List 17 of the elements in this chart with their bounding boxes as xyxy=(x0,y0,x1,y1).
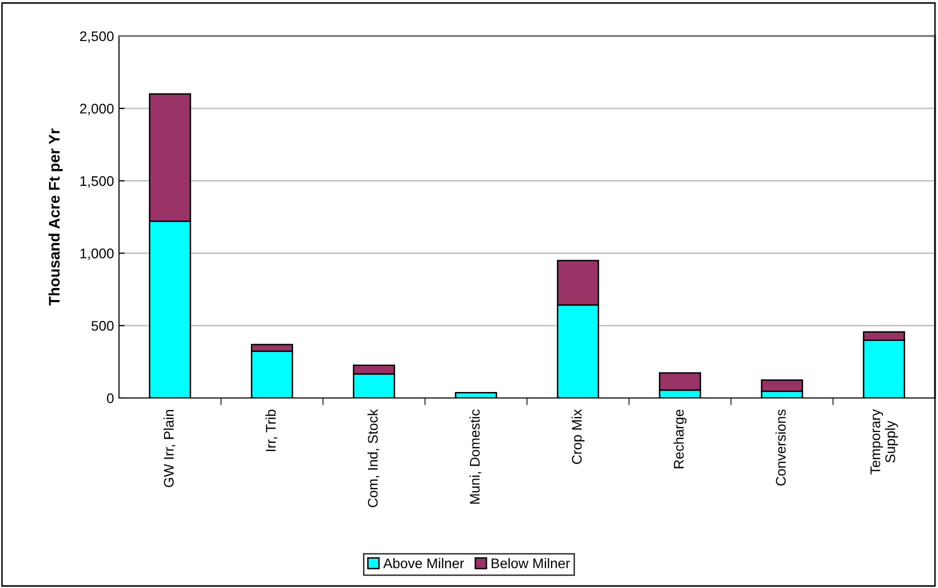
x-tick-label: Com, Ind, Stock xyxy=(368,409,380,508)
x-tick-label: Irr, Trib xyxy=(266,410,278,452)
x-tick-label: Crop Mix xyxy=(572,409,584,464)
y-axis-title: Thousand Acre Ft per Yr xyxy=(48,128,63,306)
legend-label: Below Milner xyxy=(492,558,570,568)
x-tick-label: Temporary Supply xyxy=(870,409,898,474)
y-tick-label: 0 xyxy=(106,393,114,404)
y-tick-label: 1,500 xyxy=(80,176,114,188)
y-tick-label: 1,000 xyxy=(80,248,114,260)
y-tick-label: 500 xyxy=(92,320,114,331)
x-tick-label: Conversions xyxy=(776,410,786,486)
y-tick-label: 2,000 xyxy=(80,104,114,116)
x-tick-label: Recharge xyxy=(674,410,686,468)
y-tick-label: 2,500 xyxy=(80,31,114,43)
x-tick-label: Muni, Domestic xyxy=(470,409,482,504)
legend-label: Above Milner xyxy=(383,558,464,568)
x-tick-label: GW Irr, Plain xyxy=(164,410,176,488)
